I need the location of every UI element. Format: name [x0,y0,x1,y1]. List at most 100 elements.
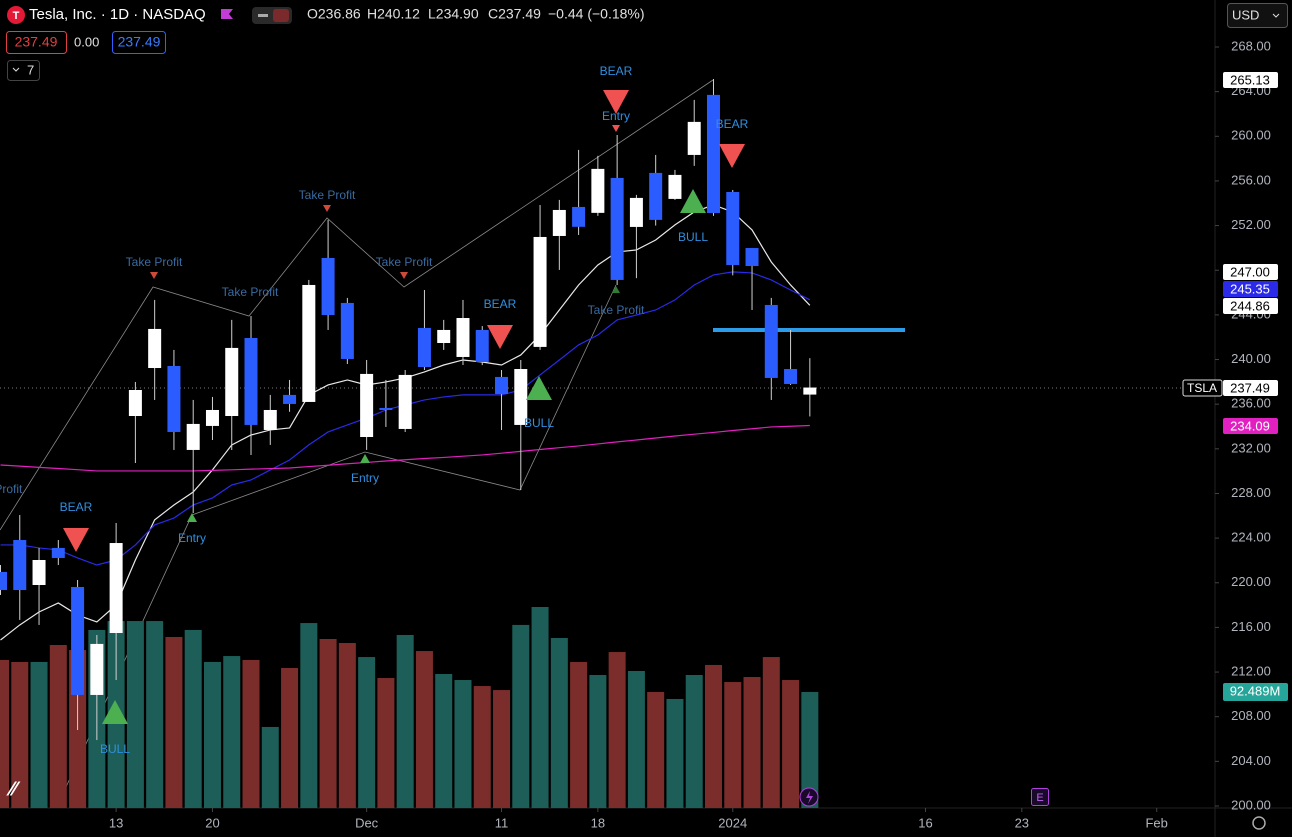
zigzag-upper [0,79,714,531]
volume-bar [724,682,742,808]
candle-body [283,394,297,404]
candle-body [340,302,354,359]
y-tick-label: 232.00 [1231,440,1271,455]
volume-bar [203,661,221,808]
bid-box[interactable] [6,31,67,54]
x-tick-label: Dec [355,815,379,830]
ma-line [0,424,810,472]
annotation-label: BULL [678,230,708,244]
spread: 0.00 [74,34,99,49]
volume-bar [261,726,279,808]
annotation-label: Take Profit [376,255,433,269]
volume-bar [685,675,703,808]
candle-body [360,373,374,437]
candle-body [533,236,547,347]
logo-mark: T [13,10,20,22]
x-tick-label: 16 [918,815,932,830]
volume-bar [0,659,9,808]
candle-body [572,206,586,227]
candle-body [687,121,701,155]
annotation-label: Entry [602,109,630,123]
signal-triangle [612,286,620,293]
volume-bar [338,643,356,808]
volume-bar [531,606,549,808]
candle-body [244,337,258,425]
volume-bar [473,686,491,808]
candle-body [302,284,316,402]
indicator-toggle[interactable] [7,60,40,81]
pill-icon [273,9,289,22]
x-tick-label: 13 [109,815,123,830]
candle-body [13,540,27,591]
y-tick-label: 224.00 [1231,530,1271,545]
volume-bar [801,691,819,808]
volume-bar [454,680,472,808]
candle-body [456,318,470,357]
candle-body [109,543,123,633]
flag-icon[interactable] [221,9,233,19]
x-tick-label: 2024 [718,815,747,830]
price-badge-label: 234.09 [1230,418,1270,433]
signal-triangle [187,513,197,522]
zigzag-lower [59,284,617,801]
signal-triangle [719,144,745,168]
candle-body [437,329,451,344]
candle-body [167,366,181,432]
ask-box[interactable] [112,31,166,54]
candle-body [90,643,104,695]
signal-triangle [360,454,370,463]
candle-body [417,327,431,368]
volume-bar [762,657,780,808]
volume-bar [589,675,607,808]
chevron [12,67,20,72]
candle-body [148,328,162,369]
candle-body [495,376,509,395]
y-tick-label: 268.00 [1231,38,1271,53]
candle-body [610,177,624,280]
price-badge-label: 244.86 [1230,298,1270,313]
volume-bar [570,661,588,808]
currency-select[interactable] [1227,3,1288,28]
earnings-icon[interactable] [1031,788,1049,806]
price-badge [1223,380,1278,396]
annotation-label: BULL [100,742,130,756]
ohlc-low: L234.90 [428,6,479,22]
annotation-label: Entry [178,531,206,545]
candle-body [379,407,393,410]
candle-body [71,587,85,695]
candle-body [668,174,682,199]
volume-bar [281,667,299,808]
volume-bar [608,652,626,808]
volume-bar [223,656,241,808]
zigzag [0,79,714,801]
x-tick-label: 23 [1015,815,1029,830]
candle-body [321,257,335,315]
candle-body [0,571,7,591]
symbol-title[interactable]: Tesla, Inc. · 1D · NASDAQ [29,6,206,23]
annotation-label: Take Profit [222,285,279,299]
candle-body [263,409,277,430]
volume-bar [165,636,183,808]
volume-bar [550,637,568,808]
x-tick-label: Feb [1145,815,1167,830]
price-badge [1223,418,1278,434]
annotation-label: BULL [524,416,554,430]
volume-bar [704,664,722,808]
annotation-label: Take Profit [299,188,356,202]
signal-triangle [526,376,552,400]
annotation-label: Entry [351,471,379,485]
settings-icon[interactable] [1252,816,1266,830]
ohlc-high: H240.12 [367,6,420,22]
price-badge [1223,72,1278,88]
candle-body [398,374,412,429]
annotation-label: BEAR [600,64,633,78]
price-badge [1223,281,1278,297]
volume-bar [415,651,433,808]
volume-bar [30,661,48,808]
volume-bar [242,659,260,808]
signal-triangle [603,90,629,114]
y-tick-label: 240.00 [1231,351,1271,366]
volume-bar [49,645,67,808]
candle-body [764,304,778,378]
volume-bar [782,680,800,808]
